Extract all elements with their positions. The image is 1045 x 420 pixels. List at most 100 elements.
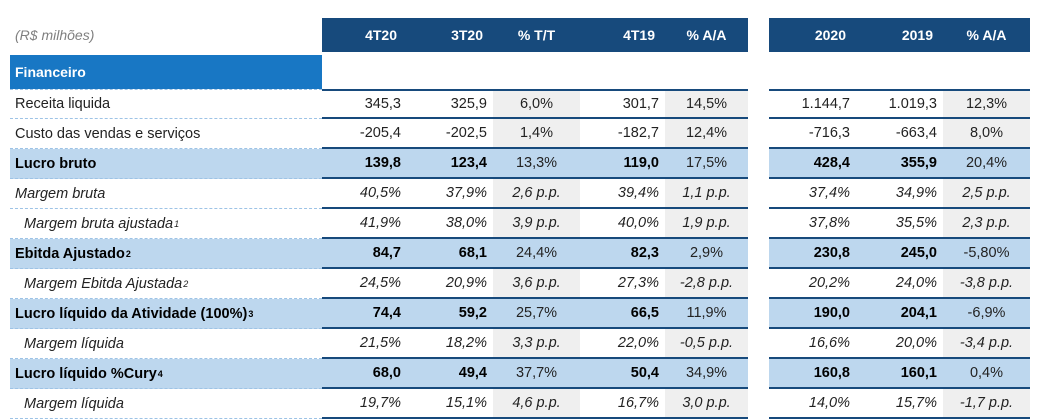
header-pct-aa: % A/A <box>665 18 748 52</box>
cell-2019: 24,0% <box>856 269 943 299</box>
cell-3t20: 49,4 <box>407 359 493 389</box>
row-label: Margem Ebitda Ajustada 2 <box>10 269 322 299</box>
cell-pct-aa: 34,9% <box>665 359 748 389</box>
column-gap <box>748 89 769 119</box>
cell-2020: -716,3 <box>769 119 856 149</box>
column-gap <box>748 359 769 389</box>
table-row: Lucro líquido %Cury 4 68,0 49,4 37,7% 50,… <box>10 359 1031 389</box>
cell-4t19: 82,3 <box>580 239 665 269</box>
header-column-gap <box>748 18 769 52</box>
cell-2019: 204,1 <box>856 299 943 329</box>
row-label: Receita liquida <box>10 89 322 119</box>
cell-4t20: 345,3 <box>322 89 407 119</box>
cell-4t19: 27,3% <box>580 269 665 299</box>
header-pct-aa-year: % A/A <box>943 18 1030 52</box>
row-label: Margem líquida <box>10 389 322 419</box>
section-title-financeiro: Financeiro <box>10 55 322 89</box>
cell-2020: 428,4 <box>769 149 856 179</box>
cell-pct-aa: 3,0 p.p. <box>665 389 748 419</box>
cell-4t20: 74,4 <box>322 299 407 329</box>
cell-pct-aa: 11,9% <box>665 299 748 329</box>
column-gap <box>748 119 769 149</box>
table-row: Lucro bruto 139,8 123,4 13,3% 119,0 17,5… <box>10 149 1031 179</box>
cell-pct-aa: 2,9% <box>665 239 748 269</box>
cell-2020: 160,8 <box>769 359 856 389</box>
row-label: Lucro bruto <box>10 149 322 179</box>
cell-pct-tt: 6,0% <box>493 89 580 119</box>
row-label: Margem bruta ajustada 1 <box>10 209 322 239</box>
table-row: Ebitda Ajustado 2 84,7 68,1 24,4% 82,3 2,… <box>10 239 1031 269</box>
row-label: Lucro líquido da Atividade (100%) 3 <box>10 299 322 329</box>
header-3t20: 3T20 <box>407 18 493 52</box>
cell-3t20: 20,9% <box>407 269 493 299</box>
cell-4t19: 40,0% <box>580 209 665 239</box>
row-label-text: Margem Ebitda Ajustada <box>24 275 183 292</box>
cell-pct-aa: 12,4% <box>665 119 748 149</box>
cell-4t19: 16,7% <box>580 389 665 419</box>
table-row: Lucro líquido da Atividade (100%) 3 74,4 … <box>10 299 1031 329</box>
cell-pct-tt: 3,6 p.p. <box>493 269 580 299</box>
row-label-text: Ebitda Ajustado <box>15 245 125 262</box>
cell-pct-aa: 14,5% <box>665 89 748 119</box>
cell-pct-tt: 2,6 p.p. <box>493 179 580 209</box>
cell-2019: 15,7% <box>856 389 943 419</box>
cell-pct-aa-year: -3,8 p.p. <box>943 269 1030 299</box>
table-row: Margem bruta ajustada 1 41,9% 38,0% 3,9 p… <box>10 209 1031 239</box>
row-label: Ebitda Ajustado 2 <box>10 239 322 269</box>
cell-pct-aa-year: 0,4% <box>943 359 1030 389</box>
cell-3t20: 68,1 <box>407 239 493 269</box>
cell-4t19: 39,4% <box>580 179 665 209</box>
cell-2019: 355,9 <box>856 149 943 179</box>
cell-3t20: 59,2 <box>407 299 493 329</box>
row-label: Margem bruta <box>10 179 322 209</box>
cell-pct-aa-year: -1,7 p.p. <box>943 389 1030 419</box>
cell-4t19: 66,5 <box>580 299 665 329</box>
cell-2019: 160,1 <box>856 359 943 389</box>
cell-pct-aa-year: -3,4 p.p. <box>943 329 1030 359</box>
table-row: Margem Ebitda Ajustada 2 24,5% 20,9% 3,6 … <box>10 269 1031 299</box>
cell-pct-aa-year: 12,3% <box>943 89 1030 119</box>
row-label: Custo das vendas e serviços <box>10 119 322 149</box>
cell-pct-tt: 37,7% <box>493 359 580 389</box>
row-label-text: Margem líquida <box>24 395 124 412</box>
cell-4t20: -205,4 <box>322 119 407 149</box>
row-label-text: Receita liquida <box>15 96 111 112</box>
header-4t20: 4T20 <box>322 18 407 52</box>
table-row: Custo das vendas e serviços -205,4 -202,… <box>10 119 1031 149</box>
table-row: Margem líquida 19,7% 15,1% 4,6 p.p. 16,7… <box>10 389 1031 419</box>
cell-pct-aa-year: 2,5 p.p. <box>943 179 1030 209</box>
cell-pct-tt: 1,4% <box>493 119 580 149</box>
cell-4t20: 84,7 <box>322 239 407 269</box>
cell-2020: 14,0% <box>769 389 856 419</box>
header-2019: 2019 <box>856 18 943 52</box>
cell-4t19: 301,7 <box>580 89 665 119</box>
cell-3t20: 38,0% <box>407 209 493 239</box>
cell-4t20: 41,9% <box>322 209 407 239</box>
row-label-text: Lucro líquido da Atividade (100%) <box>15 305 248 322</box>
header-pct-tt: % T/T <box>493 18 580 52</box>
cell-pct-aa-year: 2,3 p.p. <box>943 209 1030 239</box>
column-gap <box>748 239 769 269</box>
cell-2020: 230,8 <box>769 239 856 269</box>
cell-pct-aa-year: 8,0% <box>943 119 1030 149</box>
cell-2019: 1.019,3 <box>856 89 943 119</box>
row-label-text: Margem bruta <box>15 185 106 202</box>
cell-2019: 20,0% <box>856 329 943 359</box>
table-header-row: (R$ milhões) 4T20 3T20 % T/T 4T19 % A/A … <box>10 18 1031 52</box>
table-row: Margem líquida 21,5% 18,2% 3,3 p.p. 22,0… <box>10 329 1031 359</box>
cell-4t19: -182,7 <box>580 119 665 149</box>
cell-pct-tt: 3,3 p.p. <box>493 329 580 359</box>
cell-pct-aa: -2,8 p.p. <box>665 269 748 299</box>
cell-2020: 37,4% <box>769 179 856 209</box>
table-row: Receita liquida 345,3 325,9 6,0% 301,7 1… <box>10 89 1031 119</box>
cell-4t20: 68,0 <box>322 359 407 389</box>
row-label-text: Lucro bruto <box>15 155 97 172</box>
cell-pct-aa-year: -5,80% <box>943 239 1030 269</box>
section-row: Financeiro <box>10 55 1031 89</box>
header-4t19: 4T19 <box>580 18 665 52</box>
cell-2020: 20,2% <box>769 269 856 299</box>
cell-2020: 190,0 <box>769 299 856 329</box>
cell-2019: 35,5% <box>856 209 943 239</box>
header-2020: 2020 <box>769 18 856 52</box>
